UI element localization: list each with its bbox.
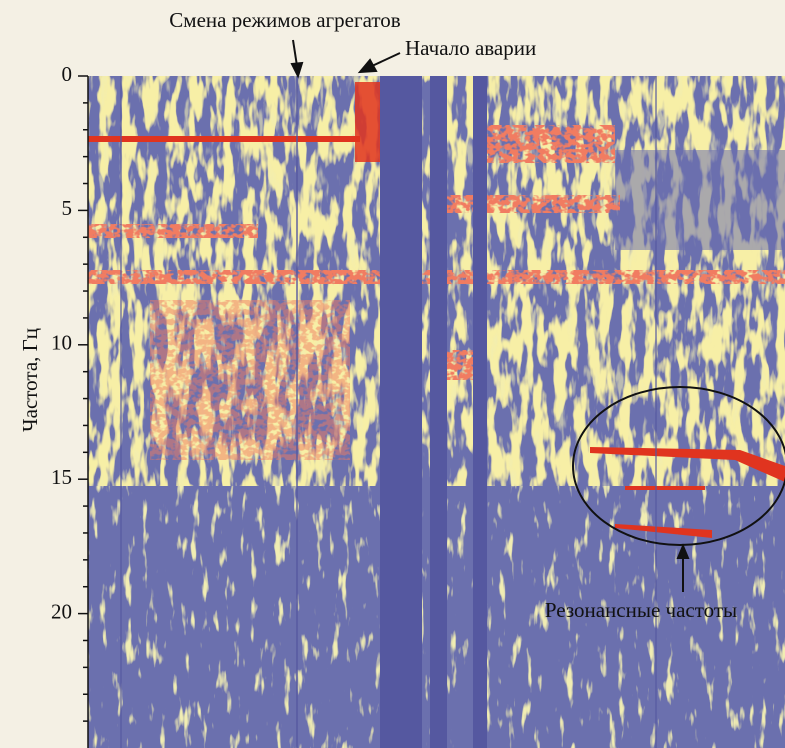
y-tick-label: 20 [51,599,72,623]
chart: Смена режимов агрегатов Начало аварии Ре… [0,0,785,748]
spectrogram [88,76,785,748]
y-tick-label: 0 [62,62,73,86]
annotation: Смена режимов агрегатов [169,8,400,32]
y-tick-label: 10 [51,331,72,355]
y-tick-label: 5 [62,196,73,220]
y-tick-label: 15 [51,465,72,489]
y-axis-label: Частота, Гц [18,328,42,432]
annotation: Резонансные частоты [545,598,737,622]
annotation: Начало аварии [405,36,536,60]
